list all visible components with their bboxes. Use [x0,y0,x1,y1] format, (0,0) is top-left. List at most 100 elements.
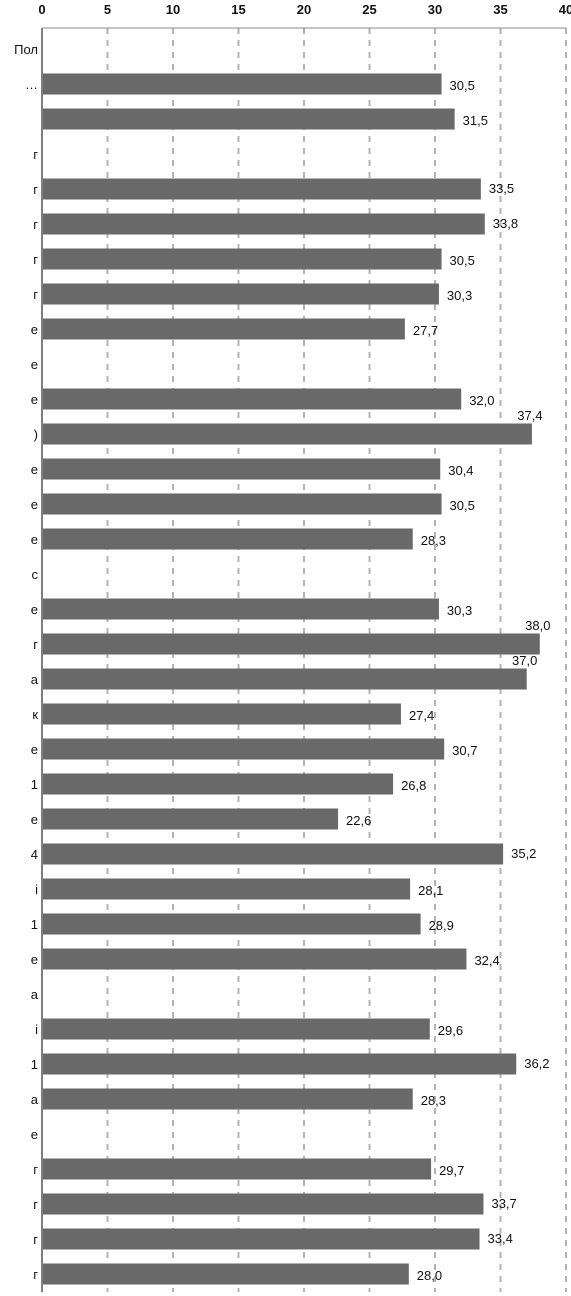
bar [43,1263,409,1285]
x-tick-label: 30 [428,2,442,17]
value-label: 28,3 [421,533,446,548]
category-label: е [31,602,38,617]
bar [43,213,485,235]
category-label: г [33,252,38,267]
bar [43,423,532,445]
bar [43,913,421,935]
category-label: Пол [14,42,38,57]
value-label: 33,7 [491,1196,516,1211]
value-label: 33,4 [488,1231,513,1246]
bar [43,388,462,410]
bar [43,1193,484,1215]
value-label: 33,5 [489,181,514,196]
category-label: ) [34,427,38,442]
value-label: 29,6 [438,1023,463,1038]
x-tick-label: 15 [231,2,245,17]
value-label: 30,5 [450,253,475,268]
bar [43,668,527,690]
bar [43,248,442,270]
x-tick-label: 5 [104,2,111,17]
value-label: 36,2 [524,1056,549,1071]
category-label: і [35,1022,38,1037]
bar [43,808,339,830]
bar [43,703,401,725]
value-label: 27,4 [409,708,434,723]
bar [43,773,394,795]
category-label: а [31,1092,39,1107]
bar [43,108,455,130]
value-label: 30,7 [452,743,477,758]
bar [43,318,405,340]
value-label: 28,0 [417,1268,442,1283]
value-label: 28,3 [421,1093,446,1108]
value-label: 28,9 [429,918,454,933]
bar [43,738,445,760]
category-label: г [33,1162,38,1177]
bar [43,283,439,305]
bar [43,1018,430,1040]
category-label: 4 [31,847,38,862]
x-tick-label: 0 [38,2,45,17]
x-tick-label: 20 [297,2,311,17]
value-label: 26,8 [401,778,426,793]
category-label: е [31,532,38,547]
bar [43,948,467,970]
category-label: г [33,217,38,232]
bar [43,878,411,900]
bar [43,1158,432,1180]
category-label: г [33,1197,38,1212]
value-label: 28,1 [418,883,443,898]
category-label: е [31,392,38,407]
value-label: 35,2 [511,846,536,861]
value-label: 31,5 [463,113,488,128]
category-label: е [31,497,38,512]
value-label: 30,5 [450,498,475,513]
category-label: е [31,462,38,477]
category-label: а [31,987,39,1002]
category-label: е [31,1127,38,1142]
category-label: 1 [31,917,38,932]
category-label: е [31,742,38,757]
x-tick-label: 10 [166,2,180,17]
bar [43,73,442,95]
bar [43,493,442,515]
bar [43,1053,517,1075]
bar [43,458,441,480]
value-label: 37,0 [512,653,537,668]
value-label: 22,6 [346,813,371,828]
x-tick-label: 40 [559,2,571,17]
value-label: 32,0 [469,393,494,408]
category-label: г [33,287,38,302]
x-tick-label: 25 [362,2,376,17]
bar [43,598,439,620]
category-label: е [31,952,38,967]
bar [43,633,540,655]
bar [43,1228,480,1250]
value-label: 30,3 [447,288,472,303]
value-label: 37,4 [517,408,542,423]
bar [43,843,504,865]
value-label: 33,8 [493,216,518,231]
category-label: 1 [31,777,38,792]
category-label: е [31,357,38,372]
category-label: г [33,182,38,197]
x-tick-label: 35 [493,2,507,17]
value-label: 30,5 [450,78,475,93]
value-label: 30,4 [448,463,473,478]
value-label: 32,4 [474,953,499,968]
category-label: г [33,637,38,652]
value-label: 38,0 [525,618,550,633]
value-label: 27,7 [413,323,438,338]
category-label: е [31,322,38,337]
value-label: 30,3 [447,603,472,618]
category-label: г [33,1232,38,1247]
category-label: 1 [31,1057,38,1072]
category-label: і [35,882,38,897]
category-label: е [31,812,38,827]
bar [43,528,413,550]
category-label: к [32,707,38,722]
category-label: г [33,147,38,162]
bar [43,1088,413,1110]
category-label: г [33,1267,38,1282]
category-label: с [32,567,39,582]
